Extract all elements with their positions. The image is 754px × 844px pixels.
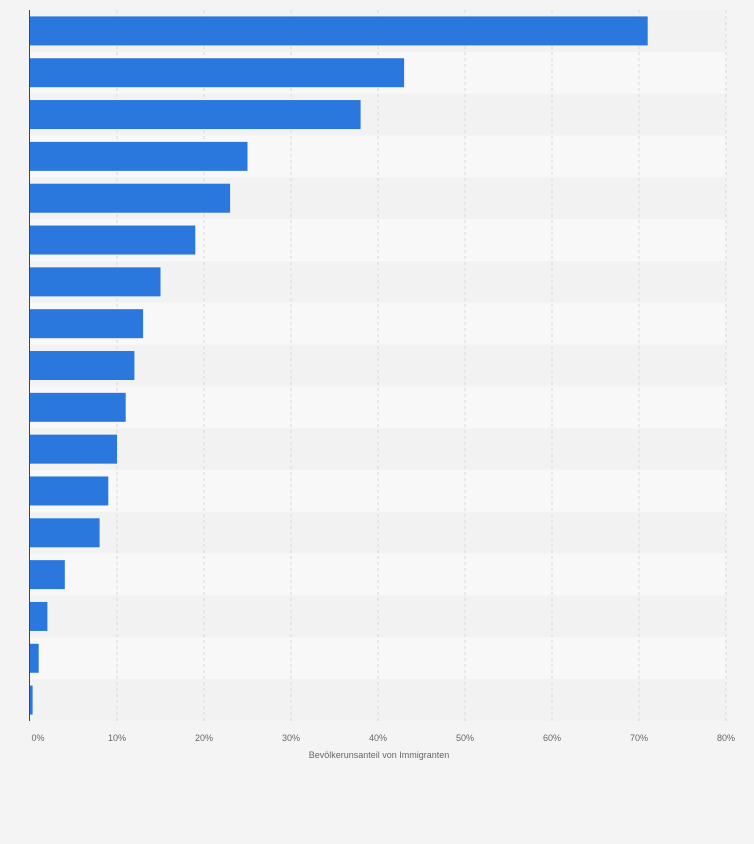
bar[interactable] bbox=[30, 351, 135, 380]
x-tick-label: 40% bbox=[369, 733, 387, 743]
x-axis-label: Bevölkerunsanteil von Immigranten bbox=[309, 750, 450, 760]
bar[interactable] bbox=[30, 100, 361, 130]
x-tick-label: 30% bbox=[282, 733, 300, 743]
bar[interactable] bbox=[30, 225, 196, 255]
bar[interactable] bbox=[30, 392, 126, 422]
x-tick-labels: 0% 10% 20% 30% 40% 50% 60% 70% 80% bbox=[31, 733, 735, 743]
bar[interactable] bbox=[30, 685, 33, 715]
x-tick-label: 0% bbox=[31, 733, 44, 743]
bar[interactable] bbox=[30, 267, 161, 297]
x-tick-label: 10% bbox=[108, 733, 126, 743]
bar[interactable] bbox=[30, 601, 48, 631]
bar[interactable] bbox=[30, 58, 405, 88]
bar[interactable] bbox=[30, 643, 39, 673]
x-tick-label: 20% bbox=[195, 733, 213, 743]
bar[interactable] bbox=[30, 16, 648, 46]
x-tick-label: 50% bbox=[456, 733, 474, 743]
x-tick-label: 70% bbox=[630, 733, 648, 743]
bar[interactable] bbox=[30, 560, 65, 590]
bar[interactable] bbox=[30, 518, 100, 548]
x-tick-label: 60% bbox=[543, 733, 561, 743]
bar[interactable] bbox=[30, 476, 109, 506]
x-tick-label: 80% bbox=[717, 733, 735, 743]
bar[interactable] bbox=[30, 434, 117, 464]
bar[interactable] bbox=[30, 141, 248, 171]
bar[interactable] bbox=[30, 309, 144, 339]
bar[interactable] bbox=[30, 183, 231, 213]
bars bbox=[30, 16, 648, 715]
